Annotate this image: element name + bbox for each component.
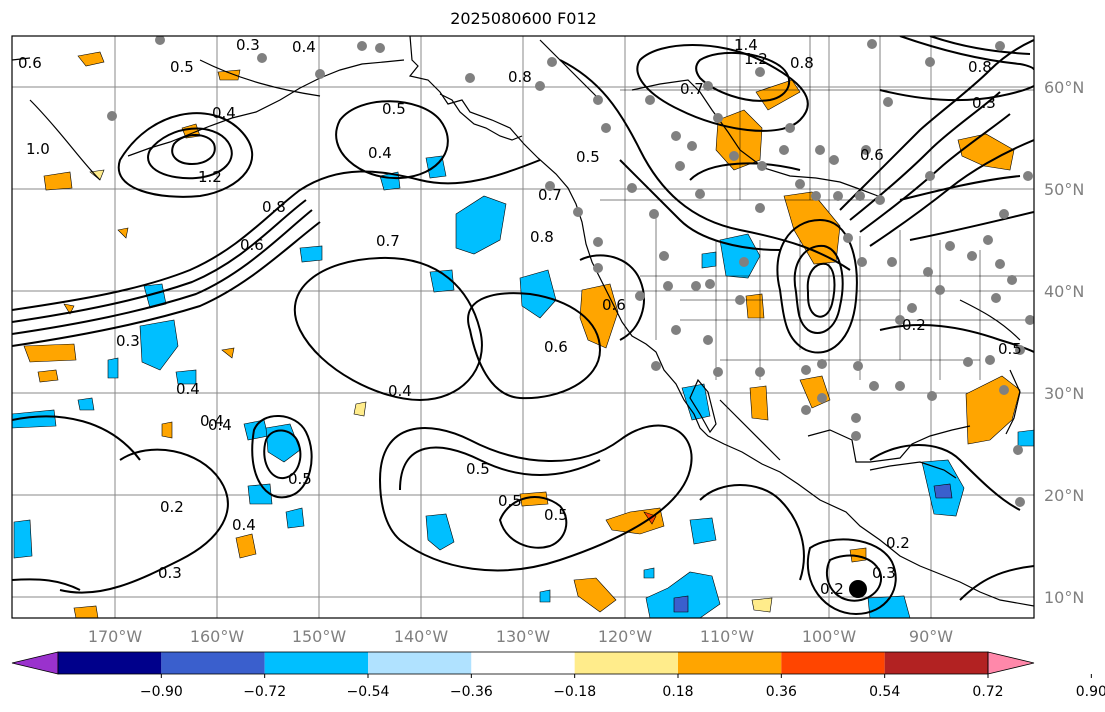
lon-label: 90°W <box>909 627 953 646</box>
colorbar-tick-label: −0.90 <box>140 684 183 700</box>
contour-label: 0.5 <box>498 492 522 510</box>
coastlines <box>12 36 1034 607</box>
colorbar-segment <box>884 652 988 674</box>
lon-label: 150°W <box>292 627 347 646</box>
contour-label: 0.5 <box>170 58 194 76</box>
contour-label: 0.6 <box>240 236 264 254</box>
colorbar-segment <box>58 652 162 674</box>
lon-label: 160°W <box>190 627 245 646</box>
contour-label: 0.5 <box>544 506 568 524</box>
lat-label: 10°N <box>1044 588 1084 607</box>
contour-label: 0.5 <box>998 340 1022 358</box>
lat-label: 40°N <box>1044 282 1084 301</box>
contour-lines <box>12 36 1034 616</box>
contour-label: 0.8 <box>790 54 814 72</box>
colorbar-tick-label: 0.36 <box>766 684 797 700</box>
contour-label: 0.2 <box>886 534 910 552</box>
lat-label: 50°N <box>1044 180 1084 199</box>
storm-center-marker <box>849 580 867 598</box>
lon-label: 120°W <box>598 627 653 646</box>
lat-label: 60°N <box>1044 78 1084 97</box>
contour-label: 0.8 <box>530 228 554 246</box>
contour-label: 0.7 <box>376 232 400 250</box>
contour-label: 0.3 <box>872 564 896 582</box>
contour-label: 0.5 <box>466 460 490 478</box>
contour-label: 0.4 <box>292 38 316 56</box>
colorbar <box>11 651 1035 675</box>
contour-label: 0.3 <box>158 564 182 582</box>
lon-label: 170°W <box>88 627 143 646</box>
contour-label: 0.8 <box>508 68 532 86</box>
colorbar-tick-label: 0.54 <box>869 684 900 700</box>
colorbar-tick-label: 0.90 <box>1076 684 1105 700</box>
contour-label: 0.6 <box>18 54 42 72</box>
colorbar-segment <box>368 652 472 674</box>
colorbar-segment <box>471 652 575 674</box>
lat-label: 30°N <box>1044 384 1084 403</box>
contour-label: 0.6 <box>544 338 568 356</box>
contour-label: 0.6 <box>860 146 884 164</box>
latitude-labels: 60°N 50°N 40°N 30°N 20°N 10°N <box>1044 78 1084 607</box>
colorbar-tick-label: −0.72 <box>243 684 286 700</box>
contour-label: 1.2 <box>744 50 768 68</box>
contour-label: 0.8 <box>968 58 992 76</box>
contour-label: 0.4 <box>368 144 392 162</box>
map-title: 2025080600 F012 <box>450 9 597 28</box>
lon-label: 110°W <box>700 627 755 646</box>
contour-label: 1.0 <box>26 140 50 158</box>
contour-label: 0.5 <box>382 100 406 118</box>
colorbar-tick-label: −0.36 <box>450 684 493 700</box>
colorbar-segment <box>678 652 782 674</box>
contour-label: 0.5 <box>288 470 312 488</box>
contour-label: 0.4 <box>212 104 236 122</box>
colorbar-tick-label: −0.54 <box>347 684 390 700</box>
contour-label: 0.6 <box>602 296 626 314</box>
longitude-labels: 170°W 160°W 150°W 140°W 130°W 120°W 110°… <box>88 627 953 646</box>
contour-label: 0.4 <box>232 516 256 534</box>
contour-label: 0.2 <box>902 316 926 334</box>
colorbar-tick-label: −0.18 <box>553 684 596 700</box>
lon-label: 130°W <box>496 627 551 646</box>
colorbar-extend-right <box>987 651 1035 675</box>
colorbar-tick-label: 0.72 <box>972 684 1003 700</box>
colorbar-extend-left <box>11 651 59 675</box>
contour-label: 0.3 <box>972 94 996 112</box>
lat-label: 20°N <box>1044 486 1084 505</box>
lon-label: 140°W <box>394 627 449 646</box>
contour-label: 0.3 <box>116 332 140 350</box>
contour-label: 0.4 <box>200 412 224 430</box>
contour-label: 0.7 <box>680 80 704 98</box>
station-markers <box>107 36 1034 507</box>
contour-label: 0.4 <box>176 380 200 398</box>
contour-label: 0.7 <box>538 186 562 204</box>
colorbar-segment <box>574 652 678 674</box>
contour-label: 0.5 <box>576 148 600 166</box>
contour-labels: 0.6 0.3 0.4 0.5 1.0 0.4 1.2 0.8 0.6 0.7 … <box>18 36 1022 598</box>
contour-label: 0.4 <box>388 382 412 400</box>
contour-label: 0.8 <box>262 198 286 216</box>
map-border <box>11 35 1035 619</box>
colorbar-frame <box>57 651 989 675</box>
contour-label: 0.2 <box>820 580 844 598</box>
colorbar-ticks: −0.90 −0.72 −0.54 −0.36 −0.18 0.18 0.36 0.54 0.7… <box>140 674 1105 700</box>
thin-contour-lines <box>29 39 1021 461</box>
contour-label: 0.2 <box>160 498 184 516</box>
lon-label: 100°W <box>802 627 857 646</box>
colorbar-tick-label: 0.18 <box>662 684 693 700</box>
contour-label: 1.4 <box>734 36 758 54</box>
contour-label: 0.3 <box>236 36 260 54</box>
colorbar-segment <box>781 652 885 674</box>
political-borders <box>600 36 1034 380</box>
colorbar-segment <box>264 652 368 674</box>
contour-label: 0.4 <box>208 416 232 434</box>
contour-label: 1.2 <box>198 168 222 186</box>
colorbar-segment <box>161 652 265 674</box>
